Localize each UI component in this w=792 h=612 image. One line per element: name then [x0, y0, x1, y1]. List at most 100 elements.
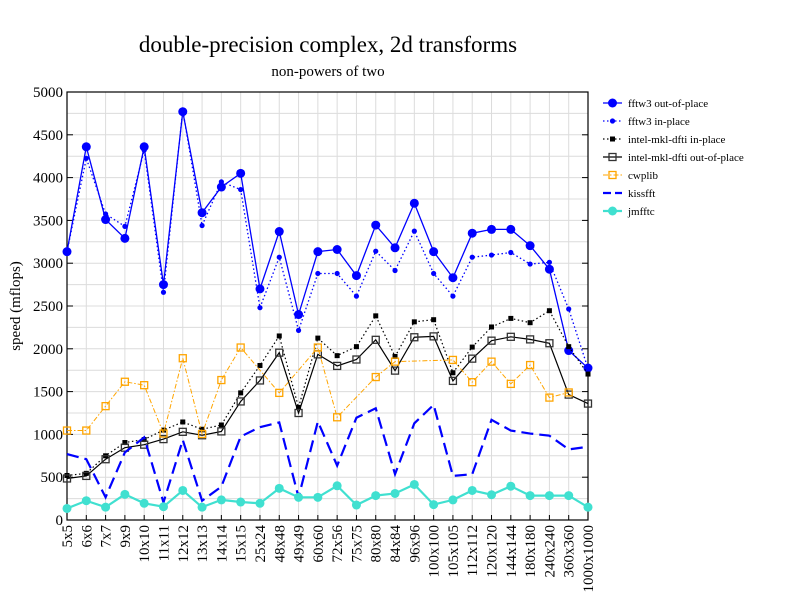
data-point [294, 408, 303, 418]
data-point [450, 293, 456, 299]
legend-label: fftw3 in-place [628, 116, 690, 128]
data-point [487, 336, 496, 345]
data-point [390, 488, 400, 498]
data-point [218, 179, 224, 185]
series-line [66, 483, 589, 510]
data-point [468, 378, 477, 387]
data-point [566, 306, 572, 312]
x-tick-label: 10x10 [137, 525, 153, 563]
data-point [371, 220, 381, 230]
y-tick-label: 5000 [33, 85, 63, 101]
data-point [313, 247, 323, 257]
data-point [101, 402, 110, 411]
y-tick-label: 0 [56, 513, 64, 529]
x-tick-label: 14x14 [214, 525, 230, 563]
data-point [158, 280, 168, 290]
data-point [83, 155, 89, 161]
data-point [120, 377, 130, 386]
data-point [315, 335, 321, 341]
data-point [159, 434, 168, 444]
data-point [546, 259, 553, 265]
data-point [257, 305, 263, 311]
chart-subtitle: non-powers of two [271, 64, 384, 80]
data-point [275, 388, 284, 398]
data-point [411, 228, 417, 234]
series-fftw3-in-place [64, 107, 591, 372]
data-point [332, 361, 342, 371]
data-point [544, 491, 554, 501]
y-axis-label: speed (mflops) [8, 261, 24, 351]
series-jmfftc [62, 479, 593, 513]
x-tick-label: 100x100 [427, 525, 443, 578]
data-point [159, 429, 168, 438]
x-tick-label: 1000x1000 [581, 525, 597, 593]
data-point [353, 344, 359, 350]
data-point [160, 289, 167, 295]
data-point [158, 502, 168, 512]
data-point [431, 317, 437, 323]
data-point [199, 222, 205, 229]
data-point [409, 198, 419, 208]
data-point [236, 168, 246, 178]
data-point [371, 372, 380, 382]
data-point [448, 273, 458, 283]
x-tick-label: 75x75 [349, 525, 365, 563]
data-point [409, 479, 419, 489]
data-point [81, 142, 91, 152]
legend-swatch-marker [608, 170, 617, 180]
data-point [178, 354, 187, 363]
data-point [139, 498, 149, 508]
data-point [197, 429, 207, 439]
data-point [257, 362, 263, 368]
x-tick-label: 105x105 [446, 525, 462, 578]
x-tick-label: 6x6 [79, 525, 95, 548]
data-point [351, 271, 361, 281]
x-tick-label: 48x48 [272, 525, 288, 563]
data-point [216, 182, 226, 192]
y-tick-label: 4500 [33, 128, 63, 144]
data-point [64, 249, 70, 255]
x-tick-label: 240x240 [542, 525, 558, 578]
data-point [334, 270, 340, 277]
data-point [506, 481, 516, 491]
data-point [411, 319, 417, 325]
x-tick-label: 80x80 [369, 525, 385, 563]
x-tick-label: 12x12 [176, 525, 192, 563]
data-point [487, 224, 497, 234]
data-point [410, 333, 419, 342]
data-point [525, 241, 535, 251]
x-tick-label: 72x56 [330, 525, 346, 563]
data-point [506, 332, 515, 341]
y-tick-label: 2500 [33, 299, 63, 315]
x-tick-label: 7x7 [99, 525, 115, 548]
data-point [197, 502, 207, 512]
data-point [120, 489, 130, 499]
x-tick-label: 120x120 [485, 525, 501, 578]
data-point [371, 491, 381, 501]
x-tick-label: 180x180 [523, 525, 539, 578]
data-point [390, 366, 400, 375]
data-point [467, 485, 477, 495]
x-tick-label: 96x96 [407, 525, 423, 563]
data-point [487, 357, 496, 366]
data-point [236, 497, 246, 507]
data-point [238, 186, 244, 193]
data-point [508, 315, 514, 321]
data-point [566, 344, 572, 350]
data-point [294, 492, 304, 502]
data-point [429, 500, 439, 510]
data-point [448, 495, 458, 505]
data-point [585, 365, 591, 372]
data-point [255, 498, 265, 508]
series-cwplib [62, 343, 573, 439]
data-point [390, 243, 400, 253]
data-point [429, 247, 439, 257]
data-point [141, 437, 147, 443]
axes: 5x5 6x6 7x7 9x9 10x10 11x11 12x12 13x13 14x14 15x… [33, 85, 597, 593]
x-tick-label: 144x144 [504, 525, 520, 578]
data-point [525, 360, 535, 370]
data-point [218, 422, 224, 428]
data-point [122, 223, 128, 229]
data-point [274, 227, 284, 237]
